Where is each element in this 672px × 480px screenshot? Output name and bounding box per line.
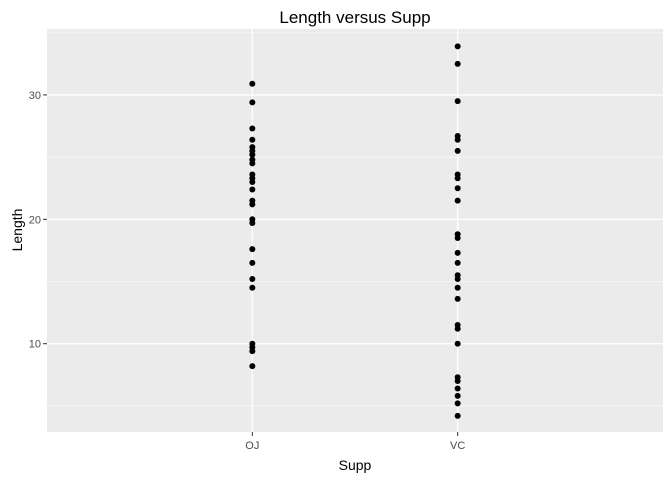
data-point	[249, 259, 256, 266]
data-point	[454, 43, 461, 50]
data-point	[454, 385, 461, 392]
y-tick-label: 10	[29, 339, 41, 351]
data-point	[454, 340, 461, 347]
data-point	[454, 392, 461, 399]
data-point	[454, 98, 461, 105]
data-point	[249, 348, 256, 355]
data-point	[454, 412, 461, 419]
plot-background	[47, 29, 663, 432]
x-axis-title: Supp	[339, 457, 372, 473]
data-point	[249, 151, 256, 158]
x-axis: OJ VC	[245, 432, 465, 452]
data-point	[249, 136, 256, 143]
data-point	[454, 185, 461, 192]
data-point	[454, 378, 461, 385]
grid-major	[47, 29, 663, 432]
data-point	[454, 60, 461, 67]
data-point	[454, 234, 461, 241]
data-point	[454, 197, 461, 204]
x-tick-label: OJ	[245, 440, 259, 452]
y-tick-label: 30	[29, 90, 41, 102]
data-point	[249, 363, 256, 370]
data-point	[249, 178, 256, 185]
data-point	[249, 80, 256, 87]
y-axis: 10 20 30	[29, 90, 47, 351]
data-point	[454, 325, 461, 332]
grid-minor	[47, 32, 663, 407]
data-point	[454, 284, 461, 291]
data-point	[454, 175, 461, 182]
data-point	[454, 136, 461, 143]
data-point	[454, 249, 461, 256]
data-point	[249, 284, 256, 291]
data-point	[454, 295, 461, 302]
x-tick-label: VC	[450, 440, 465, 452]
data-points	[249, 43, 461, 419]
data-point	[249, 201, 256, 208]
y-axis-title: Length	[9, 209, 25, 252]
data-point	[249, 125, 256, 132]
chart-title: Length versus Supp	[279, 8, 430, 27]
data-point	[454, 147, 461, 154]
y-tick-label: 20	[29, 214, 41, 226]
data-point	[249, 160, 256, 167]
data-point	[249, 186, 256, 193]
data-point	[454, 400, 461, 407]
data-point	[454, 276, 461, 283]
data-point	[249, 276, 256, 283]
data-point	[249, 220, 256, 227]
data-point	[249, 99, 256, 106]
data-point	[454, 259, 461, 266]
data-point	[249, 246, 256, 253]
